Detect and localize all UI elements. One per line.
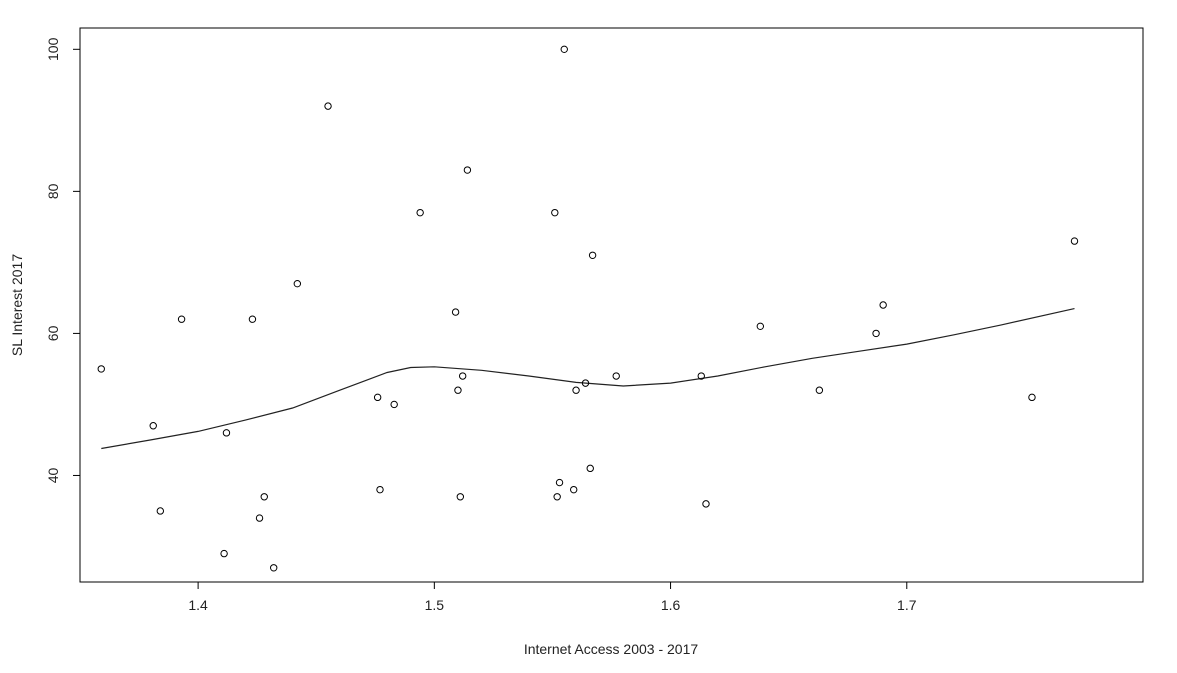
data-point (373, 393, 382, 402)
data-point (551, 208, 559, 217)
data-point (177, 315, 186, 323)
data-point (416, 208, 424, 217)
x-tick-label: 1.4 (188, 597, 208, 613)
y-tick-label: 80 (45, 183, 61, 199)
data-point (612, 372, 620, 380)
data-point (572, 386, 580, 394)
data-point (156, 507, 165, 515)
y-tick-label: 40 (45, 467, 61, 483)
data-point (451, 308, 460, 316)
data-point (260, 493, 268, 501)
data-point (293, 279, 302, 288)
x-axis-title: Internet Access 2003 - 2017 (524, 641, 699, 657)
data-points (97, 45, 1079, 572)
data-point (560, 45, 568, 54)
data-point (458, 372, 467, 380)
data-point (1070, 237, 1079, 245)
y-tick-label: 60 (45, 325, 61, 341)
data-point (815, 386, 824, 394)
data-point (586, 464, 594, 473)
data-point (872, 329, 880, 338)
data-point (376, 485, 384, 494)
data-point (756, 322, 765, 331)
data-point (697, 372, 705, 380)
x-tick-label: 1.5 (425, 597, 445, 613)
smooth-trend-line (101, 308, 1075, 450)
plot-frame (79, 27, 1144, 583)
y-tick-label: 100 (45, 37, 61, 61)
data-point (248, 315, 257, 323)
data-point (456, 493, 465, 501)
data-point (702, 500, 710, 508)
x-tick-label: 1.7 (897, 597, 917, 613)
data-point (324, 102, 332, 110)
data-point (97, 365, 105, 373)
x-axis: 1.4 1.5 1.6 1.7 (188, 582, 917, 613)
data-point (463, 166, 472, 174)
data-point (149, 422, 157, 430)
y-axis: 40 60 80 100 (45, 37, 80, 483)
data-point (553, 493, 561, 501)
data-point (222, 429, 231, 437)
data-point (255, 514, 264, 522)
data-point (270, 564, 278, 572)
data-point (555, 478, 564, 487)
y-axis-title: SL Interest 2017 (9, 254, 25, 356)
data-point (570, 485, 578, 494)
data-point (588, 251, 597, 259)
data-point (220, 549, 228, 558)
data-point (879, 301, 887, 309)
data-point (581, 379, 590, 387)
x-tick-label: 1.6 (661, 597, 681, 613)
data-point (1028, 393, 1036, 402)
data-point (390, 400, 398, 409)
data-point (454, 386, 462, 394)
